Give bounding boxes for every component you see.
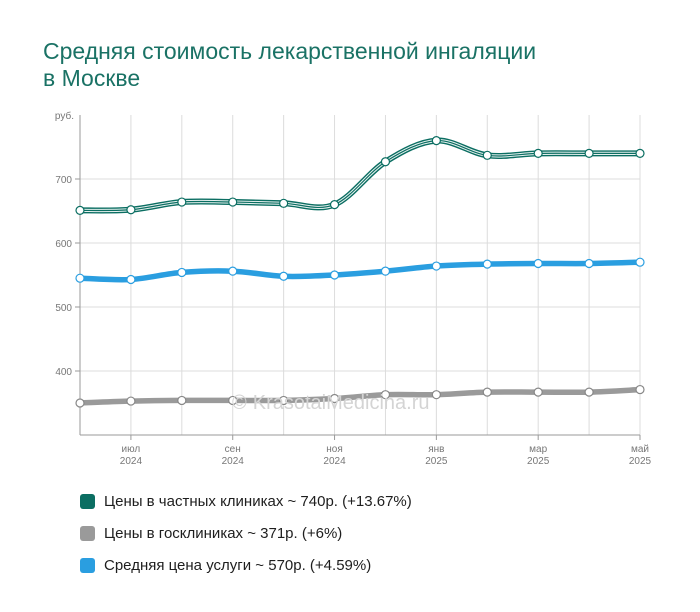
data-point-public bbox=[75, 398, 85, 408]
data-point-private bbox=[329, 200, 340, 210]
y-tick-label: 400 bbox=[55, 367, 72, 378]
legend-item-private[interactable]: Цены в частных клиниках ~ 740р. (+13.67%… bbox=[80, 485, 412, 517]
x-tick-label-month: май bbox=[631, 444, 649, 455]
data-point-public bbox=[533, 387, 543, 397]
data-point-private bbox=[279, 198, 289, 208]
data-point-average bbox=[431, 261, 441, 271]
data-point-average bbox=[75, 273, 85, 283]
legend-swatch-public bbox=[80, 525, 95, 541]
data-point-average bbox=[177, 267, 187, 278]
x-tick-label-month: сен bbox=[225, 444, 241, 455]
data-point-private bbox=[228, 197, 238, 207]
data-point-average bbox=[635, 257, 645, 267]
x-tick-label-year: 2024 bbox=[120, 456, 143, 467]
series-line-private bbox=[77, 137, 643, 214]
series-line-average bbox=[77, 259, 643, 283]
x-tick-label-month: мар bbox=[529, 444, 547, 455]
x-tick-label-month: ноя bbox=[326, 444, 343, 455]
data-point-public bbox=[177, 395, 187, 406]
data-point-public bbox=[329, 393, 340, 404]
data-point-average bbox=[584, 258, 594, 269]
data-point-public bbox=[380, 390, 391, 400]
data-point-public bbox=[279, 395, 289, 406]
x-tick-label-month: июл bbox=[122, 444, 141, 455]
legend-swatch-private bbox=[80, 493, 95, 509]
x-tick-label-month: янв bbox=[428, 444, 444, 455]
chart-title-line-1: Средняя стоимость лекарственной ингаляци… bbox=[43, 38, 537, 64]
x-tick-label-year: 2025 bbox=[527, 456, 550, 467]
data-point-average bbox=[482, 259, 492, 269]
chart-title-line-2: в Москве bbox=[43, 65, 141, 91]
data-point-public bbox=[584, 387, 594, 397]
watermark-copyright-symbol: © bbox=[232, 392, 247, 414]
legend-item-average[interactable]: Средняя цена услуги ~ 570р. (+4.59%) bbox=[80, 549, 412, 581]
legend-label-average: Средняя цена услуги ~ 570р. (+4.59%) bbox=[104, 556, 372, 574]
data-point-private bbox=[533, 148, 543, 158]
data-point-public bbox=[126, 396, 136, 406]
data-point-private bbox=[584, 148, 594, 158]
y-axis-unit-label: руб. bbox=[55, 110, 74, 122]
legend-swatch-average bbox=[80, 557, 95, 573]
x-tick-label-year: 2025 bbox=[425, 456, 448, 467]
data-point-private bbox=[126, 205, 136, 215]
data-point-private bbox=[635, 148, 645, 158]
data-point-average bbox=[126, 274, 136, 285]
data-point-public bbox=[635, 384, 645, 395]
data-point-private bbox=[75, 205, 85, 215]
y-tick-label: 600 bbox=[55, 239, 72, 250]
y-tick-label: 700 bbox=[55, 175, 72, 186]
data-point-public bbox=[482, 387, 492, 397]
data-point-public bbox=[228, 395, 238, 406]
data-point-private bbox=[482, 150, 492, 160]
data-point-average bbox=[329, 270, 340, 280]
watermark-text: KrasotaiMedicina.ru bbox=[252, 392, 430, 414]
legend-label-private: Цены в частных клиниках ~ 740р. (+13.67%… bbox=[104, 492, 412, 510]
data-point-private bbox=[177, 197, 187, 207]
x-tick-label-year: 2025 bbox=[629, 456, 652, 467]
legend-item-public[interactable]: Цены в госклиниках ~ 371р. (+6%) bbox=[80, 517, 412, 549]
legend: Цены в частных клиниках ~ 740р. (+13.67%… bbox=[80, 485, 412, 581]
data-point-average bbox=[380, 266, 391, 276]
chart-title: Средняя стоимость лекарственной ингаляци… bbox=[43, 38, 643, 92]
data-point-average bbox=[228, 266, 238, 276]
data-point-average bbox=[533, 258, 543, 269]
legend-label-public: Цены в госклиниках ~ 371р. (+6%) bbox=[104, 524, 343, 542]
data-point-private bbox=[380, 157, 391, 167]
x-tick-label-year: 2024 bbox=[222, 456, 245, 467]
watermark: © KrasotaiMedicina.ru bbox=[232, 392, 430, 415]
data-point-average bbox=[279, 271, 289, 281]
data-point-private bbox=[431, 136, 441, 146]
x-tick-label-year: 2024 bbox=[323, 456, 346, 467]
data-point-public bbox=[431, 390, 441, 400]
y-tick-label: 500 bbox=[55, 303, 72, 314]
